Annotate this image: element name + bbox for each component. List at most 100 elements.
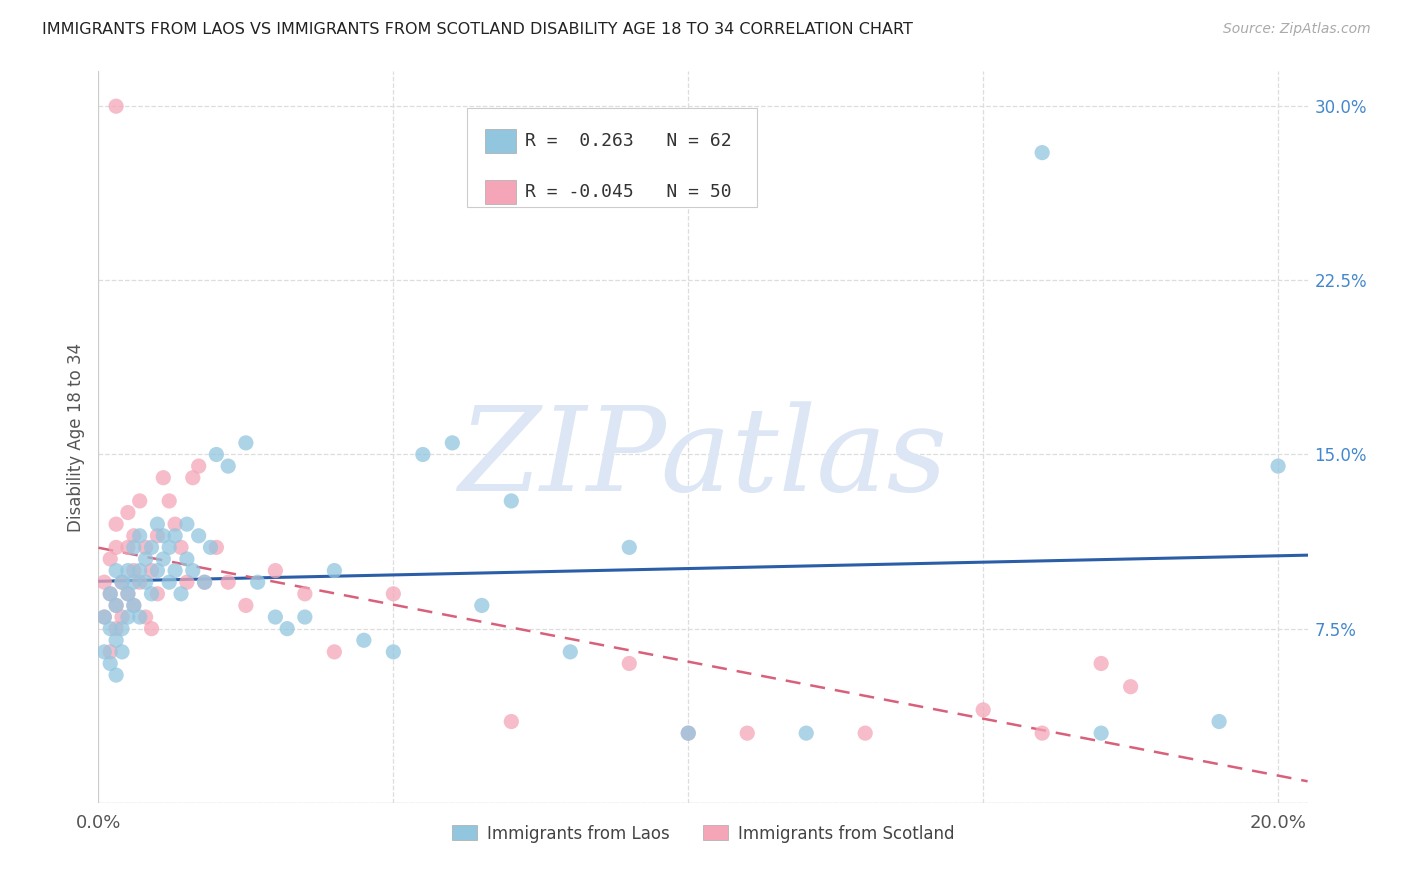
- Point: [501, 494, 523, 508]
- Point: [353, 633, 375, 648]
- Point: [141, 622, 163, 636]
- Point: [117, 610, 139, 624]
- Point: [165, 564, 187, 578]
- Point: [181, 564, 204, 578]
- Text: R = -0.045   N = 50: R = -0.045 N = 50: [526, 183, 733, 201]
- Point: [146, 587, 169, 601]
- Point: [157, 494, 180, 508]
- Legend: Immigrants from Laos, Immigrants from Scotland: Immigrants from Laos, Immigrants from Sc…: [446, 818, 960, 849]
- Point: [1208, 714, 1230, 729]
- Point: [382, 645, 405, 659]
- Point: [678, 726, 700, 740]
- Point: [122, 575, 145, 590]
- Point: [200, 541, 222, 555]
- Point: [187, 529, 209, 543]
- Point: [135, 541, 157, 555]
- Point: [105, 633, 128, 648]
- Point: [170, 541, 193, 555]
- Point: [246, 575, 269, 590]
- Point: [194, 575, 217, 590]
- Point: [141, 541, 163, 555]
- Point: [141, 587, 163, 601]
- Point: [471, 599, 494, 613]
- Point: [135, 552, 157, 566]
- Point: [93, 575, 115, 590]
- Point: [146, 517, 169, 532]
- Point: [117, 587, 139, 601]
- Point: [165, 517, 187, 532]
- Point: [122, 599, 145, 613]
- Point: [122, 599, 145, 613]
- Point: [98, 552, 121, 566]
- Point: [276, 622, 298, 636]
- Point: [105, 99, 128, 113]
- Point: [1090, 657, 1112, 671]
- Point: [235, 599, 257, 613]
- Point: [105, 564, 128, 578]
- Point: [176, 552, 198, 566]
- Point: [619, 657, 641, 671]
- Point: [678, 726, 700, 740]
- Point: [105, 622, 128, 636]
- Point: [93, 610, 115, 624]
- Point: [560, 645, 582, 659]
- Point: [181, 471, 204, 485]
- Point: [323, 645, 346, 659]
- Point: [141, 564, 163, 578]
- Y-axis label: Disability Age 18 to 34: Disability Age 18 to 34: [66, 343, 84, 532]
- Point: [1031, 145, 1053, 160]
- Point: [122, 529, 145, 543]
- Point: [217, 459, 239, 474]
- Point: [98, 645, 121, 659]
- Point: [152, 529, 174, 543]
- FancyBboxPatch shape: [467, 108, 758, 207]
- Point: [176, 517, 198, 532]
- Point: [972, 703, 994, 717]
- Point: [1090, 726, 1112, 740]
- Point: [122, 541, 145, 555]
- Point: [170, 587, 193, 601]
- Text: R =  0.263   N = 62: R = 0.263 N = 62: [526, 132, 733, 150]
- Point: [165, 529, 187, 543]
- Point: [294, 587, 316, 601]
- Point: [111, 575, 134, 590]
- Point: [111, 610, 134, 624]
- Point: [235, 436, 257, 450]
- Point: [111, 645, 134, 659]
- Point: [93, 645, 115, 659]
- Point: [105, 668, 128, 682]
- Point: [117, 564, 139, 578]
- Point: [128, 610, 150, 624]
- Point: [105, 599, 128, 613]
- Point: [205, 541, 228, 555]
- Point: [98, 587, 121, 601]
- Point: [1031, 726, 1053, 740]
- Point: [441, 436, 464, 450]
- Point: [619, 541, 641, 555]
- Point: [205, 448, 228, 462]
- Point: [735, 726, 758, 740]
- Point: [157, 541, 180, 555]
- Point: [146, 564, 169, 578]
- Point: [194, 575, 217, 590]
- Text: Source: ZipAtlas.com: Source: ZipAtlas.com: [1223, 22, 1371, 37]
- Point: [1267, 459, 1289, 474]
- Point: [146, 529, 169, 543]
- Point: [501, 714, 523, 729]
- FancyBboxPatch shape: [485, 129, 516, 153]
- Point: [128, 529, 150, 543]
- Point: [794, 726, 817, 740]
- Point: [264, 564, 287, 578]
- Point: [1119, 680, 1142, 694]
- Point: [98, 587, 121, 601]
- Point: [111, 575, 134, 590]
- Point: [853, 726, 876, 740]
- Point: [105, 599, 128, 613]
- Point: [117, 541, 139, 555]
- Point: [93, 610, 115, 624]
- Point: [135, 610, 157, 624]
- Point: [176, 575, 198, 590]
- Point: [122, 564, 145, 578]
- Point: [382, 587, 405, 601]
- Point: [128, 575, 150, 590]
